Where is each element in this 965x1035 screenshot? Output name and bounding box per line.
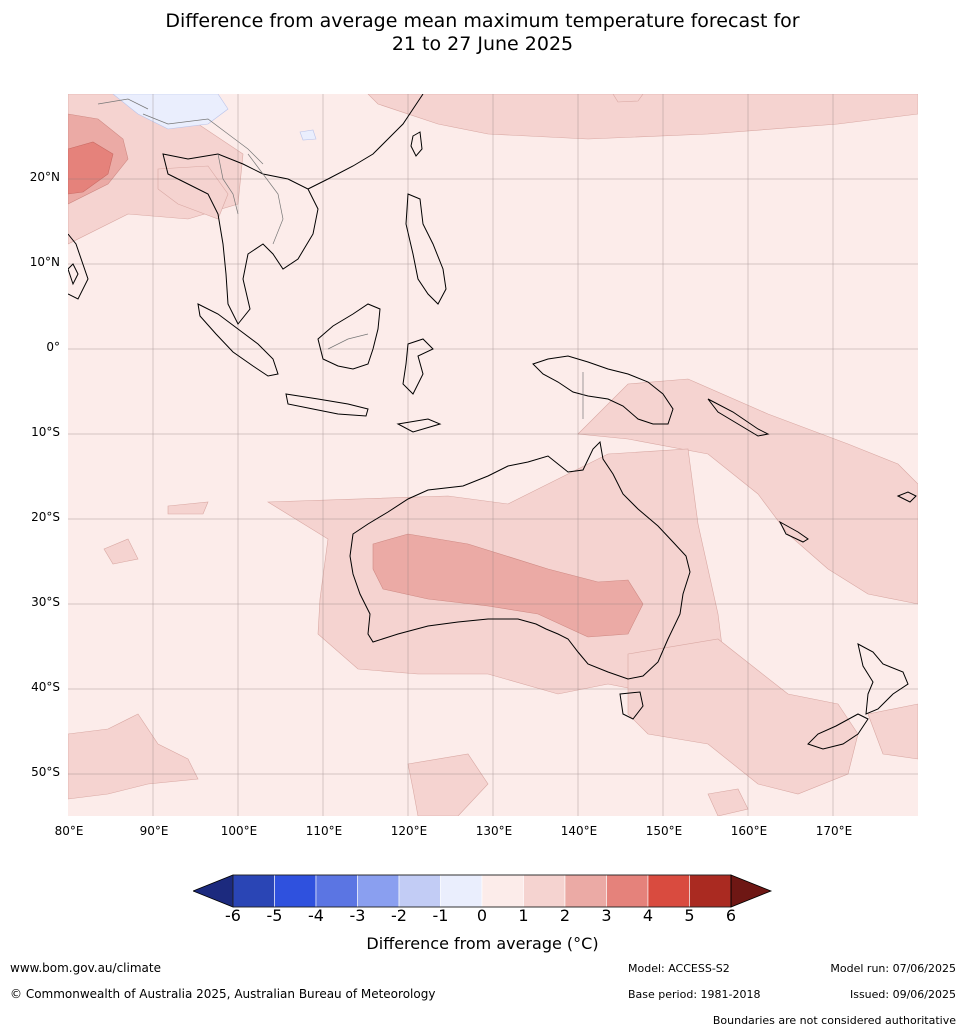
colour-scale-outline <box>232 874 732 908</box>
colour-scale-tick-label: -1 <box>432 906 449 925</box>
colour-scale-segment <box>440 874 483 908</box>
colour-scale-segment <box>647 874 690 908</box>
lat-label-20s: 20°S <box>31 510 60 524</box>
lat-label-40s: 40°S <box>31 680 60 694</box>
colour-scale-label: Difference from average (°C) <box>366 934 599 953</box>
lon-label-80e: 80°E <box>54 824 84 838</box>
colour-scale-tick-label: 3 <box>601 906 612 925</box>
lat-label-10s: 10°S <box>31 425 60 439</box>
java-coastline <box>285 393 369 417</box>
colour-scale-segment <box>315 874 358 908</box>
colour-scale-tick-label: -2 <box>391 906 407 925</box>
lat-label-20n: 20°N <box>29 170 60 184</box>
new-zealand-north-coastline <box>857 643 909 715</box>
model-name: Model: ACCESS-S2 <box>628 962 730 975</box>
colour-scale-segment <box>481 874 524 908</box>
new-caledonia-coastline <box>778 520 809 543</box>
colour-scale-tick-label: 0 <box>476 906 488 925</box>
colour-scale-segment <box>689 874 732 908</box>
colour-scale-tick-label: -4 <box>308 906 324 925</box>
india-coastline <box>68 233 89 300</box>
anomaly-ocean-patch <box>612 94 644 103</box>
lon-label-90e: 90°E <box>139 824 169 838</box>
sumatra-coastline <box>197 303 279 377</box>
website-link[interactable]: www.bom.gov.au/climate <box>10 961 161 975</box>
lon-label-170e: 170°E <box>815 824 853 838</box>
sulawesi-coastline <box>402 338 434 395</box>
issued-date: Issued: 09/06/2025 <box>849 988 956 1001</box>
forecast-map[interactable] <box>68 94 918 816</box>
colour-scale-tick-label: -5 <box>266 906 283 925</box>
lon-label-100e: 100°E <box>220 824 258 838</box>
lat-label-10n: 10°N <box>29 255 60 269</box>
timor-coastline <box>396 418 442 433</box>
anomaly-3-4-region <box>68 141 114 195</box>
colour-scale-segment <box>357 874 400 908</box>
borneo-coastline <box>317 303 381 370</box>
taiwan-coastline <box>410 131 423 157</box>
lon-label-160e: 160°E <box>730 824 768 838</box>
colour-scale-segment <box>523 874 566 908</box>
sri-lanka-coastline <box>68 263 79 286</box>
new-guinea-coastline <box>532 355 674 425</box>
colour-scale-tick-label: 1 <box>518 906 529 925</box>
map-title: Difference from average mean maximum tem… <box>0 10 965 56</box>
china-coastline <box>307 94 424 190</box>
lat-label-50s: 50°S <box>31 765 60 779</box>
map-canvas <box>68 94 918 816</box>
colour-scale-tick-label: 6 <box>725 906 737 925</box>
colour-scale-arrow-high <box>730 874 773 908</box>
fiji-coastline <box>896 491 917 503</box>
lon-label-120e: 120°E <box>390 824 428 838</box>
national-borders <box>97 98 584 419</box>
australia-coastline <box>349 440 691 680</box>
new-zealand-south-coastline <box>807 713 869 750</box>
colour-scale-tick-label: -6 <box>225 906 241 925</box>
title-line-2: 21 to 27 June 2025 <box>391 33 574 55</box>
lon-label-150e: 150°E <box>645 824 683 838</box>
lon-label-110e: 110°E <box>305 824 343 838</box>
model-run-date: Model run: 07/06/2025 <box>830 962 956 975</box>
lon-label-130e: 130°E <box>475 824 513 838</box>
colour-scale-tick-label: 2 <box>559 906 571 925</box>
colour-scale-segment <box>232 874 275 908</box>
colour-scale-tick-label: 5 <box>684 906 695 925</box>
title-line-1: Difference from average mean maximum tem… <box>165 10 800 32</box>
lon-label-140e: 140°E <box>560 824 598 838</box>
colour-scale-segment <box>398 874 441 908</box>
base-period: Base period: 1981-2018 <box>628 988 761 1001</box>
colour-scale-bar <box>193 874 773 908</box>
lat-label-30s: 30°S <box>31 595 60 609</box>
tasmania-coastline <box>619 691 644 720</box>
colour-scale-tick-label: 4 <box>642 906 654 925</box>
colour-scale-tick-label: -3 <box>349 906 366 925</box>
copyright-notice: © Commonwealth of Australia 2025, Austra… <box>10 987 436 1001</box>
graticule <box>68 94 918 816</box>
colour-scale-segment <box>274 874 317 908</box>
boundaries-disclaimer: Boundaries are not considered authoritat… <box>712 1014 956 1027</box>
colour-scale-segment <box>606 874 649 908</box>
colour-scale-arrow-low <box>193 874 234 908</box>
colour-scale-segment <box>564 874 607 908</box>
coastlines <box>68 94 917 750</box>
solomon-islands-coastline <box>707 398 770 437</box>
philippines-coastline <box>405 193 447 305</box>
lat-label-equator: 0° <box>46 340 60 354</box>
